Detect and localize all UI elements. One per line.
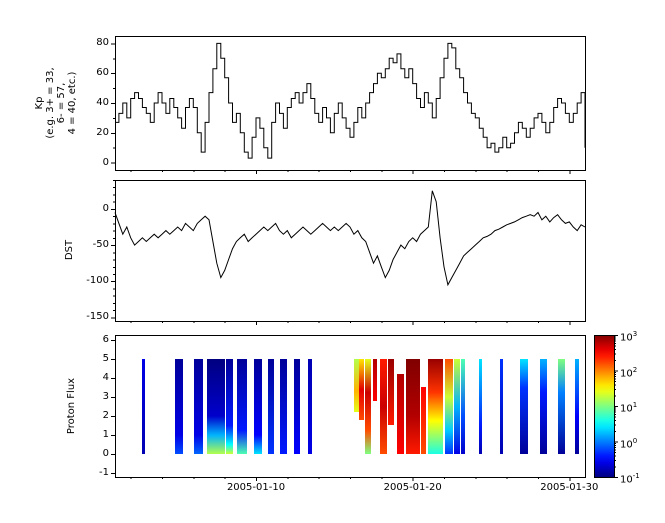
kp-line <box>115 42 586 159</box>
proton-flux-band <box>307 358 312 455</box>
colorbar-gradient <box>594 335 614 477</box>
proton-flux-band <box>359 358 365 420</box>
y-tick-label: 0 <box>102 202 109 214</box>
proton-flux-band <box>558 358 566 455</box>
y-tick-label: 60 <box>96 67 109 79</box>
dst-panel-frame <box>115 180 586 322</box>
proton-flux-band <box>226 358 234 455</box>
colorbar-exponent: 3 <box>632 330 638 338</box>
proton-flux-band <box>142 358 146 455</box>
colorbar-tick-label: 101 <box>620 401 638 415</box>
proton-flux-panel-frame <box>115 335 586 478</box>
proton-flux-band <box>520 358 528 455</box>
proton-flux-band <box>540 358 548 455</box>
y-tick-label: 4 <box>102 371 109 383</box>
proton-flux-band <box>253 358 263 455</box>
y-tick-label: 0 <box>102 448 109 460</box>
y-tick-label: 5 <box>102 352 109 364</box>
proton-flux-band <box>379 358 387 455</box>
colorbar-exponent: 2 <box>632 365 638 374</box>
y-tick-label: 1 <box>102 429 109 441</box>
colorbar-tick-label: 103 <box>620 330 638 344</box>
colorbar-exponent: 1 <box>632 401 638 409</box>
proton-flux-band <box>454 358 460 455</box>
proton-flux-band <box>388 358 394 426</box>
proton-flux-band <box>405 358 420 455</box>
proton-flux-band <box>294 358 300 455</box>
proton-flux-band <box>479 358 483 455</box>
x-tick-label: 2005-01-20 <box>383 482 442 493</box>
y-tick-label: -100 <box>86 275 109 287</box>
colorbar-tick-label: 102 <box>620 365 638 379</box>
y-tick-label: 20 <box>96 126 109 138</box>
colorbar-exponent: 0 <box>632 436 638 445</box>
kp-panel-frame <box>115 36 586 171</box>
proton-flux-band <box>175 358 184 455</box>
proton-flux-band <box>207 358 225 455</box>
colorbar-exponent: -1 <box>632 472 640 480</box>
proton-flux-band <box>574 358 579 455</box>
x-tick-label: 2005-01-30 <box>540 482 599 493</box>
y-tick-label: 40 <box>96 97 109 108</box>
colorbar-tick-label: 10-1 <box>620 472 640 486</box>
y-tick-label: -1 <box>99 467 109 479</box>
y-tick-label: -150 <box>86 311 109 323</box>
proton-flux-band <box>237 358 247 455</box>
colorbar-tick-label: 100 <box>620 436 638 450</box>
proton-flux-band <box>279 358 288 455</box>
proton-flux-band <box>353 358 359 413</box>
proton-flux-band <box>421 387 426 455</box>
y-tick-label: 0 <box>102 156 109 168</box>
y-tick-label: 80 <box>96 37 109 49</box>
x-tick-label: 2005-01-10 <box>226 482 286 493</box>
y-tick-label: -50 <box>92 239 109 251</box>
proton-flux-band <box>428 358 444 455</box>
dst-line <box>114 190 586 287</box>
proton-flux-band <box>444 358 453 455</box>
proton-flux-band <box>461 358 466 455</box>
y-tick-label: 3 <box>102 390 109 402</box>
proton-flux-band <box>267 358 274 455</box>
proton-flux-band <box>364 358 372 455</box>
proton-flux-band <box>499 358 504 455</box>
y-tick-label: 2 <box>102 410 109 421</box>
y-tick-label: 6 <box>102 333 109 345</box>
proton-flux-band <box>194 358 203 455</box>
colorbar-frame <box>594 335 615 478</box>
proton-flux-band <box>372 358 378 401</box>
proton-flux-band <box>397 374 405 455</box>
